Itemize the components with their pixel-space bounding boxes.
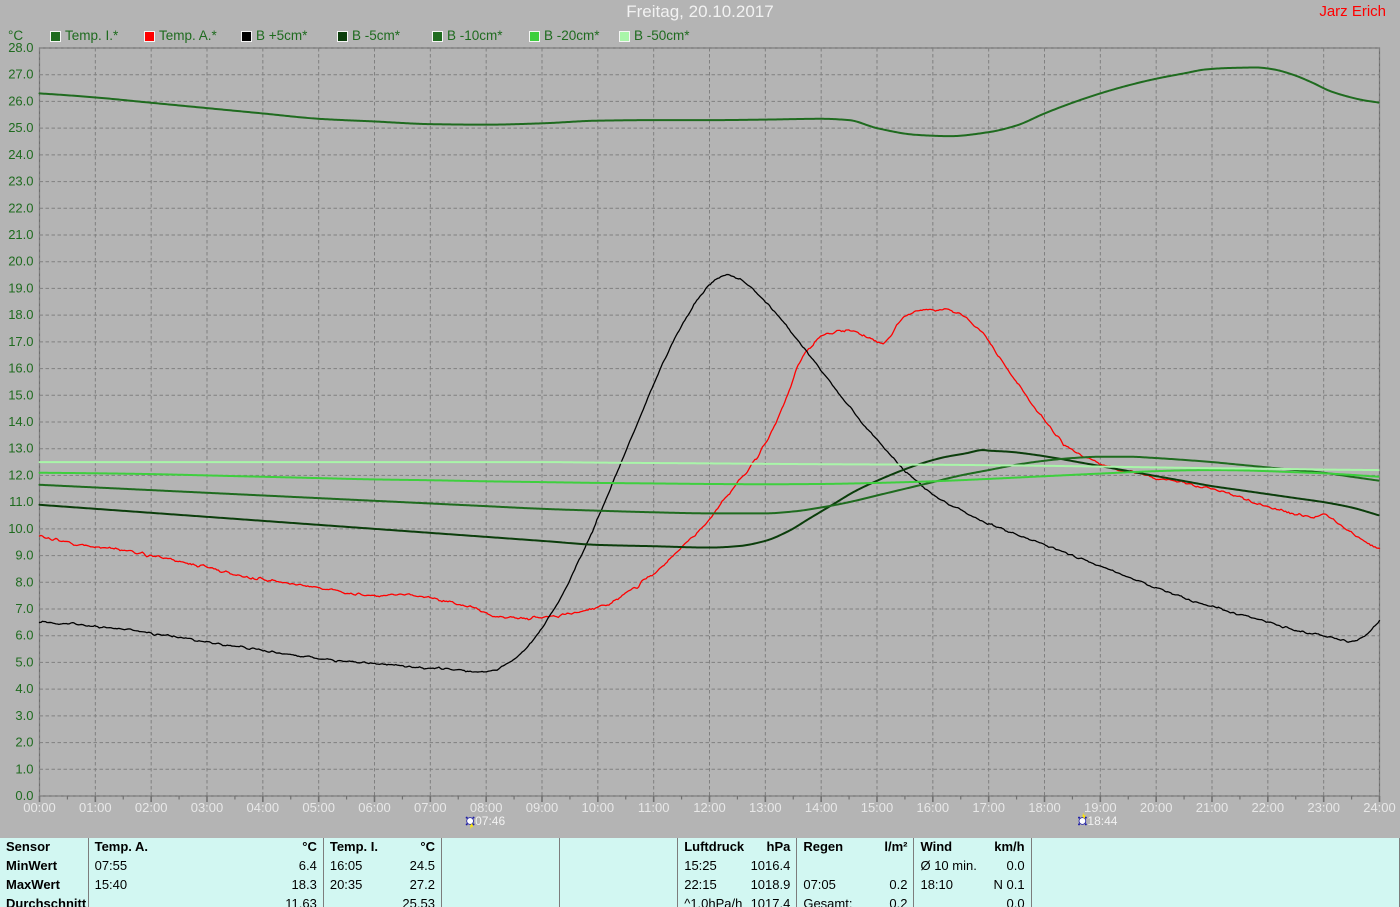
svg-text:24:00: 24:00: [1363, 800, 1396, 815]
svg-text:17:00: 17:00: [972, 800, 1005, 815]
svg-text:13:00: 13:00: [749, 800, 782, 815]
svg-text:17.0: 17.0: [8, 334, 33, 349]
svg-text:01:00: 01:00: [79, 800, 112, 815]
svg-text:14.0: 14.0: [8, 414, 33, 429]
svg-text:08:00: 08:00: [470, 800, 503, 815]
svg-text:16:00: 16:00: [917, 800, 950, 815]
svg-text:26.0: 26.0: [8, 93, 33, 108]
svg-text:18.0: 18.0: [8, 307, 33, 322]
svg-text:06:00: 06:00: [358, 800, 391, 815]
svg-text:04:00: 04:00: [247, 800, 280, 815]
svg-text:07:46: 07:46: [475, 814, 505, 828]
svg-text:19.0: 19.0: [8, 280, 33, 295]
svg-text:22:00: 22:00: [1252, 800, 1285, 815]
svg-text:20.0: 20.0: [8, 254, 33, 269]
svg-text:05:00: 05:00: [302, 800, 335, 815]
svg-text:2.0: 2.0: [15, 735, 33, 750]
svg-text:19:00: 19:00: [1084, 800, 1117, 815]
svg-text:27.0: 27.0: [8, 67, 33, 82]
svg-text:03:00: 03:00: [191, 800, 224, 815]
svg-text:12:00: 12:00: [693, 800, 726, 815]
svg-text:10.0: 10.0: [8, 521, 33, 536]
svg-text:18:44: 18:44: [1087, 814, 1117, 828]
svg-text:23.0: 23.0: [8, 174, 33, 189]
svg-text:15:00: 15:00: [861, 800, 894, 815]
svg-text:02:00: 02:00: [135, 800, 168, 815]
svg-text:22.0: 22.0: [8, 200, 33, 215]
svg-text:23:00: 23:00: [1307, 800, 1340, 815]
svg-text:00:00: 00:00: [23, 800, 56, 815]
svg-text:16.0: 16.0: [8, 361, 33, 376]
svg-text:14:00: 14:00: [805, 800, 838, 815]
svg-text:7.0: 7.0: [15, 601, 33, 616]
svg-text:5.0: 5.0: [15, 654, 33, 669]
svg-text:11.0: 11.0: [9, 494, 33, 509]
svg-text:8.0: 8.0: [15, 574, 33, 589]
svg-text:07:00: 07:00: [414, 800, 447, 815]
svg-text:21:00: 21:00: [1196, 800, 1229, 815]
svg-text:4.0: 4.0: [15, 681, 33, 696]
svg-text:25.0: 25.0: [8, 120, 33, 135]
svg-text:1.0: 1.0: [15, 761, 33, 776]
svg-text:24.0: 24.0: [8, 147, 33, 162]
svg-text:11:00: 11:00: [638, 800, 670, 815]
svg-text:18:00: 18:00: [1028, 800, 1061, 815]
svg-text:13.0: 13.0: [8, 441, 33, 456]
svg-text:09:00: 09:00: [526, 800, 559, 815]
svg-text:21.0: 21.0: [8, 227, 33, 242]
svg-text:15.0: 15.0: [8, 387, 33, 402]
svg-text:6.0: 6.0: [15, 628, 33, 643]
svg-text:20:00: 20:00: [1140, 800, 1173, 815]
svg-text:12.0: 12.0: [8, 467, 33, 482]
svg-text:10:00: 10:00: [582, 800, 615, 815]
svg-text:9.0: 9.0: [15, 548, 33, 563]
svg-text:3.0: 3.0: [15, 708, 33, 723]
